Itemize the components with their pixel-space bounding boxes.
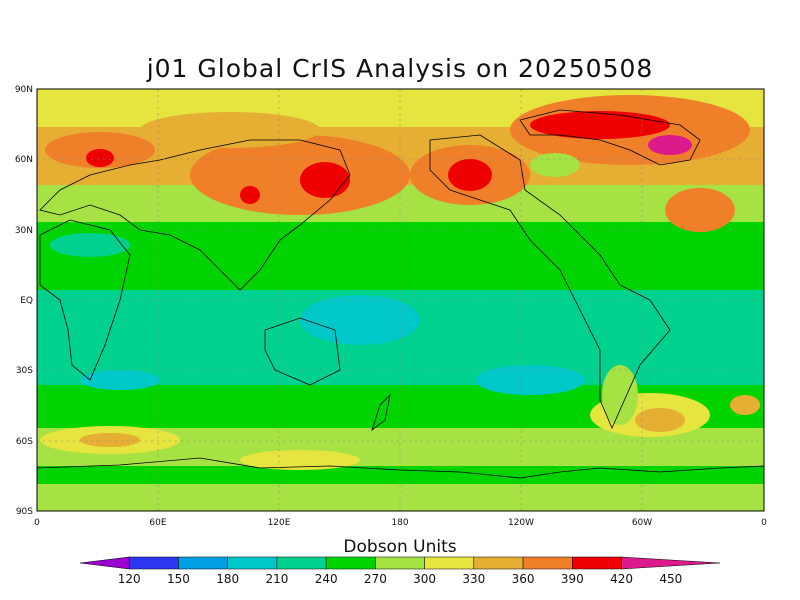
lon-label: 60W [632, 518, 652, 528]
colorbar-arrow-high [621, 556, 721, 570]
lat-label: 60S [16, 437, 33, 447]
colorbar-tick-label: 300 [413, 572, 436, 586]
colorbar-tick-label: 390 [561, 572, 584, 586]
lat-label: 90N [15, 85, 33, 95]
lat-label: 90S [16, 507, 33, 517]
colorbar: 120 150 180 210 240 270 300 330 360 390 420 450 [79, 556, 721, 586]
lat-label: 60N [15, 155, 33, 165]
map-frame [36, 88, 765, 512]
latitude-axis: 90N 60N 30N EQ 30S 60S 90S [15, 85, 33, 517]
colorbar-tick-label: 120 [118, 572, 141, 586]
colorbar-tick-label: 420 [610, 572, 633, 586]
colorbar-tick-label: 330 [462, 572, 485, 586]
map-title: j01 Global CrIS Analysis on 20250508 [146, 54, 654, 83]
colorbar-swatch [227, 556, 278, 570]
lat-label: 30N [15, 226, 33, 236]
lon-label: 0 [34, 518, 40, 528]
colorbar-arrow-low [79, 556, 130, 570]
colorbar-tick-label: 210 [265, 572, 288, 586]
coastlines [37, 109, 764, 479]
colorbar-swatch [424, 556, 475, 570]
lat-label: 30S [16, 366, 33, 376]
colorbar-tick-label: 450 [659, 572, 682, 586]
colorbar-tick-label: 270 [364, 572, 387, 586]
colorbar-tick-label: 240 [315, 572, 338, 586]
colorbar-tick-label: 360 [512, 572, 535, 586]
colorbar-tick-label: 180 [216, 572, 239, 586]
lon-label: 120W [508, 518, 534, 528]
colorbar-swatch [473, 556, 524, 570]
lon-label: 180 [391, 518, 408, 528]
colorbar-swatch [325, 556, 376, 570]
colorbar-swatch [276, 556, 327, 570]
lon-label: 120E [268, 518, 291, 528]
colorbar-swatch [522, 556, 573, 570]
lon-label: 60E [149, 518, 166, 528]
lon-label: 0 [761, 518, 767, 528]
colorbar-tick-label: 150 [167, 572, 190, 586]
colorbar-swatch [375, 556, 425, 570]
lat-label: EQ [20, 296, 33, 306]
colorbar-swatch [128, 556, 179, 570]
colorbar-swatch [178, 556, 228, 570]
colorbar-swatch [572, 556, 622, 570]
grid-lines [37, 89, 764, 511]
colorbar-title: Dobson Units [343, 537, 457, 557]
longitude-axis: 0 60E 120E 180 120W 60W 0 [34, 518, 767, 528]
